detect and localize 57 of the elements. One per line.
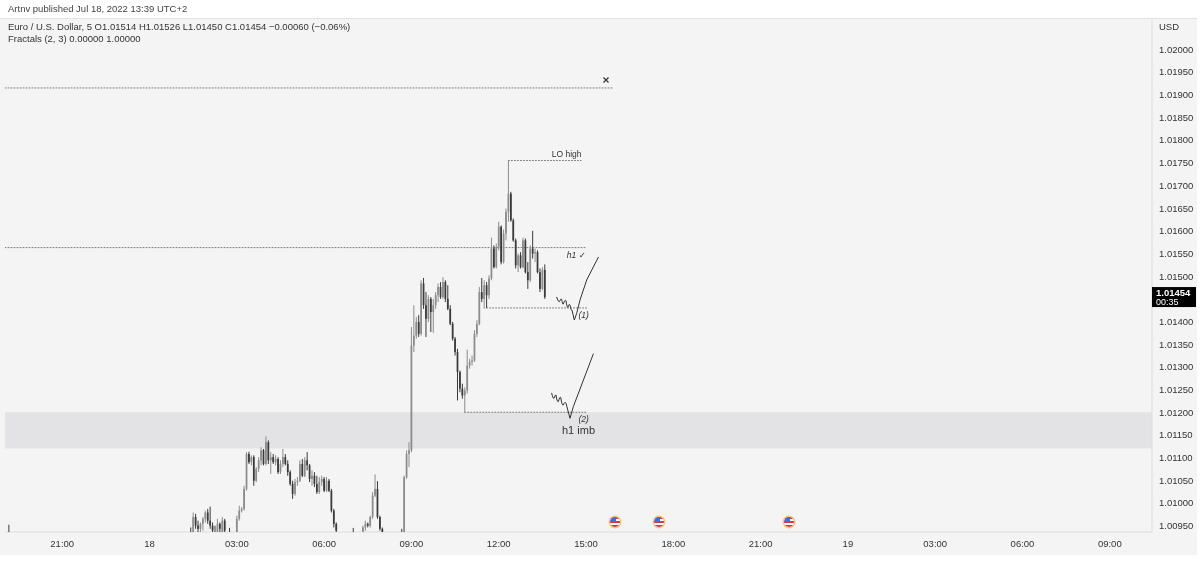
candlestick — [229, 527, 231, 532]
y-tick-label: 1.01700 — [1159, 179, 1194, 191]
x-tick-label: 21:00 — [50, 537, 75, 549]
y-tick-label: 1.01400 — [1159, 315, 1194, 327]
text: 1.01454 — [1156, 287, 1192, 299]
annotation: (1) — [578, 309, 589, 320]
candlestick — [190, 526, 192, 532]
x-tick-label: 19 — [842, 537, 854, 549]
band-label: h1 imb — [561, 424, 596, 437]
candlestick — [420, 279, 422, 337]
y-tick-label: 1.01650 — [1159, 202, 1194, 214]
text: Artnv published Jul 18, 2022 13:39 UTC+2 — [8, 3, 188, 14]
y-tick-label: 1.01950 — [1159, 66, 1194, 78]
x-tick-label: 15:00 — [574, 537, 598, 549]
y-tick-label: 1.01600 — [1159, 225, 1194, 237]
y-axis-title: USD — [1159, 21, 1180, 32]
text: 00:35 — [1156, 297, 1179, 308]
candlestick — [480, 277, 483, 303]
candlestick — [362, 525, 364, 532]
x-tick-label: 18:00 — [661, 537, 686, 549]
candlestick — [352, 527, 354, 532]
text: Fractals (2, 3) 0.00000 1.00000 — [8, 33, 141, 44]
x-tick-label: 09:00 — [399, 537, 424, 549]
x-tick-label: 03:00 — [923, 537, 948, 549]
x-tick-label: 21:00 — [748, 537, 773, 549]
x-tick-label: 06:00 — [1010, 537, 1035, 549]
x-tick-label: 06:00 — [312, 537, 337, 549]
y-tick-label: 1.01000 — [1159, 497, 1194, 509]
annotation: (2) — [578, 414, 589, 425]
annotation: h1 ✓ — [566, 249, 586, 260]
candlestick — [517, 253, 519, 273]
y-tick-label: 1.02000 — [1159, 43, 1194, 55]
candlestick — [299, 459, 301, 483]
y-tick-label: 1.01300 — [1159, 361, 1194, 373]
chart-title: Euro / U.S. Dollar, 5 O1.01514 H1.01526 L1.01450 C1.01454 −0.00060 (−0.06%) — [8, 21, 351, 32]
y-tick-label: 1.01500 — [1159, 270, 1194, 282]
x-tick-label: 18 — [144, 537, 155, 549]
y-tick-label: 1.01200 — [1159, 406, 1194, 418]
y-tick-label: 1.01150 — [1159, 429, 1193, 441]
x-tick-label: 12:00 — [486, 537, 511, 549]
y-tick-label: 1.01100 — [1159, 451, 1193, 463]
y-tick-label: 1.01050 — [1159, 474, 1194, 486]
y-tick-label: 1.01750 — [1159, 157, 1194, 169]
candlestick — [8, 524, 10, 532]
candlestick — [401, 528, 403, 532]
y-tick-label: 1.01850 — [1159, 111, 1194, 123]
y-tick-label: 1.01800 — [1159, 134, 1194, 146]
y-tick-label: 1.00950 — [1159, 520, 1194, 532]
x-tick-label: 09:00 — [1097, 537, 1122, 549]
annotation: LO high — [551, 148, 582, 159]
y-tick-label: 1.01550 — [1159, 247, 1194, 259]
y-tick-label: 1.01350 — [1159, 338, 1194, 350]
y-tick-label: 1.01900 — [1159, 89, 1194, 101]
y-tick-label: 1.01250 — [1159, 383, 1194, 395]
candlestick — [214, 525, 216, 532]
x-tick-label: 03:00 — [224, 537, 249, 549]
candlestick — [534, 248, 536, 263]
